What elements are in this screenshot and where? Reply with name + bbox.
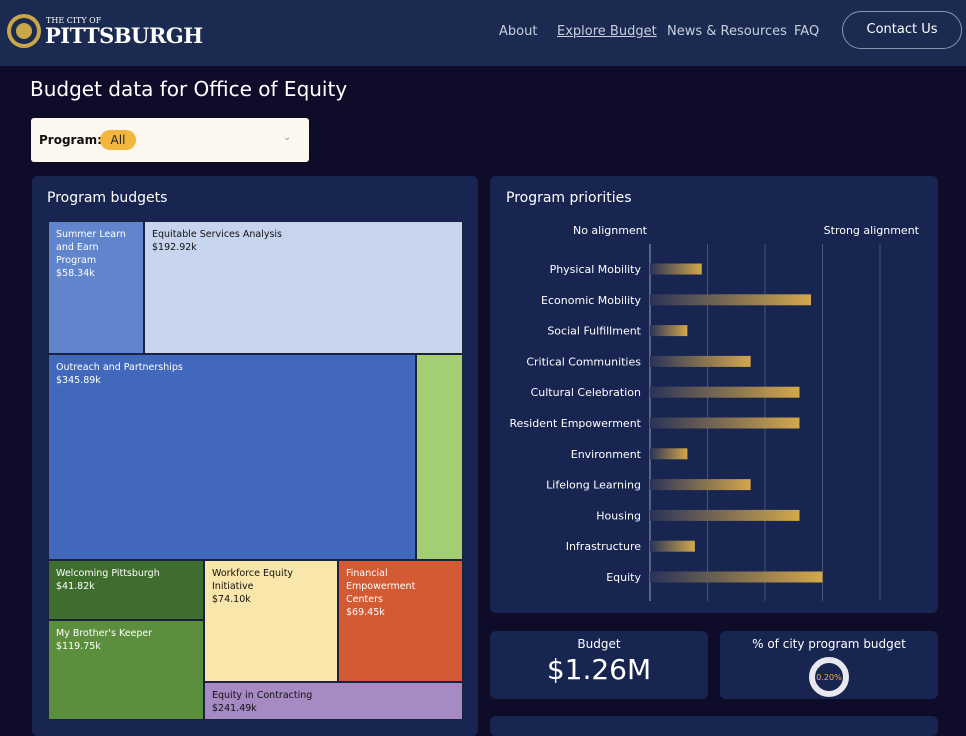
y-tick-label: Economic Mobility bbox=[541, 294, 641, 307]
page-title: Budget data for Office of Equity bbox=[30, 77, 347, 101]
nav-link[interactable]: News & Resources bbox=[667, 24, 787, 39]
axis-label: Strong alignment bbox=[824, 224, 920, 237]
logo-name: PITTSBURGH bbox=[45, 23, 203, 48]
dropdown-arrow: ⌄ bbox=[283, 132, 291, 143]
treemap-tile: Welcoming Pittsburgh$41.82k bbox=[48, 560, 204, 620]
kpi-card: Budget $1.26M bbox=[490, 631, 708, 699]
y-tick-label: Physical Mobility bbox=[550, 263, 642, 276]
bar bbox=[650, 387, 800, 398]
tile-label: Equitable Services Analysis bbox=[152, 228, 455, 241]
panel-title: Program budgets bbox=[47, 190, 167, 206]
bar bbox=[650, 448, 687, 459]
bar bbox=[650, 572, 823, 583]
tile-value: $192.92k bbox=[152, 241, 455, 254]
y-tick-label: Resident Empowerment bbox=[510, 417, 642, 430]
logo-seal bbox=[6, 13, 42, 49]
tile-label: Summer Learn and Earn Program bbox=[56, 228, 136, 267]
kpi-value: $1.26M bbox=[490, 653, 708, 686]
filter-value[interactable]: All bbox=[100, 130, 136, 150]
tile-value: $345.89k bbox=[56, 374, 408, 387]
kpi-card: % of city program budget 0.20% bbox=[720, 631, 938, 699]
tile-label: Outreach and Partnerships bbox=[56, 361, 408, 374]
nav-link[interactable]: Explore Budget bbox=[557, 24, 657, 39]
tile-value: $69.45k bbox=[346, 606, 455, 619]
tile-label: My Brother's Keeper bbox=[56, 627, 196, 640]
tile-value: $74.10k bbox=[212, 593, 330, 606]
treemap-tile: Equitable Services Analysis$192.92k bbox=[144, 221, 463, 354]
kpi-label: % of city program budget bbox=[720, 637, 938, 651]
tile-value: $119.75k bbox=[56, 640, 196, 653]
treemap-tile: Equity in Contracting$241.49k bbox=[204, 682, 463, 720]
bar bbox=[650, 479, 751, 490]
treemap-tile bbox=[416, 354, 463, 560]
y-tick-label: Lifelong Learning bbox=[546, 479, 641, 492]
header: THE CITY OF PITTSBURGH About Explore Bud… bbox=[0, 0, 966, 66]
tile-value: $241.49k bbox=[212, 702, 455, 715]
kpi-label: Budget bbox=[490, 637, 708, 651]
y-tick-label: Social Fulfillment bbox=[547, 325, 641, 338]
priority-chart: No alignment Strong alignment Physical Mob… bbox=[490, 176, 938, 613]
y-tick-label: Environment bbox=[571, 448, 642, 461]
page: THE CITY OF PITTSBURGH About Explore Bud… bbox=[0, 0, 966, 720]
bar bbox=[650, 356, 751, 367]
tile-label: Financial Empowerment Centers bbox=[346, 567, 455, 606]
tile-value: $58.34k bbox=[56, 267, 136, 280]
y-tick-label: Infrastructure bbox=[566, 540, 642, 553]
treemap-tile: My Brother's Keeper$119.75k bbox=[48, 620, 204, 720]
treemap-tile: Summer Learn and Earn Program$58.34k bbox=[48, 221, 144, 354]
bar bbox=[650, 541, 695, 552]
tile-label: Equity in Contracting bbox=[212, 689, 455, 702]
treemap-tile: Workforce Equity Initiative$74.10k bbox=[204, 560, 338, 682]
nav-link[interactable]: About bbox=[499, 24, 537, 39]
axis-label: No alignment bbox=[573, 224, 648, 237]
y-tick-label: Critical Communities bbox=[526, 355, 641, 368]
tile-label: Workforce Equity Initiative bbox=[212, 567, 330, 593]
bar bbox=[650, 510, 800, 521]
y-tick-label: Housing bbox=[596, 509, 641, 522]
panel bbox=[490, 716, 938, 736]
bar bbox=[650, 325, 687, 336]
bar bbox=[650, 294, 811, 305]
filter-label: Program: bbox=[39, 133, 102, 147]
contact-button[interactable]: Contact Us bbox=[842, 11, 962, 49]
bar bbox=[650, 418, 800, 429]
nav-link[interactable]: FAQ bbox=[794, 24, 819, 39]
y-tick-label: Cultural Celebration bbox=[531, 386, 641, 399]
treemap-panel: Program budgets Summer Learn and Earn Pr… bbox=[32, 176, 478, 736]
tile-value: $41.82k bbox=[56, 580, 196, 593]
gauge: 0.20% bbox=[804, 655, 854, 699]
treemap-tile: Outreach and Partnerships$345.89k bbox=[48, 354, 416, 560]
y-tick-label: Equity bbox=[606, 571, 641, 584]
gauge-label: 0.20% bbox=[816, 673, 842, 682]
tile-label: Welcoming Pittsburgh bbox=[56, 567, 196, 580]
bar bbox=[650, 264, 702, 275]
program-filter[interactable]: Program: All ⌄ bbox=[31, 118, 309, 162]
treemap-tile: Financial Empowerment Centers$69.45k bbox=[338, 560, 463, 682]
